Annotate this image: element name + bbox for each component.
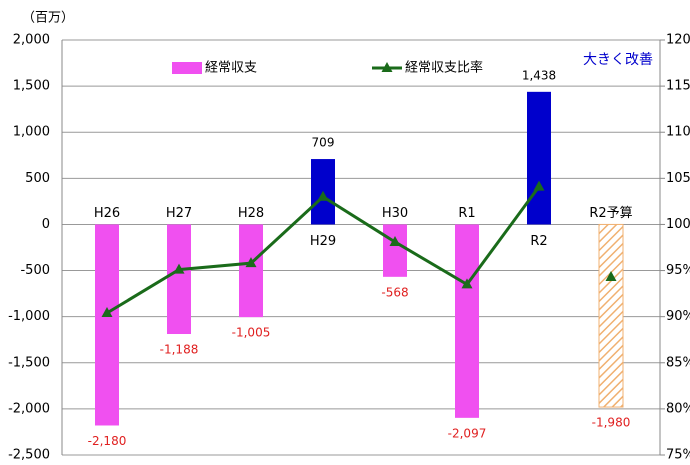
data-label: -2,180 <box>88 434 127 448</box>
y-tick-label: -1,500 <box>8 355 50 370</box>
legend-marker <box>381 62 393 72</box>
annotation: 大きく改善 <box>583 52 653 68</box>
data-label: -568 <box>381 285 408 299</box>
data-label: -1,980 <box>592 416 631 430</box>
marker <box>605 271 617 282</box>
y2-tick-label: 80% <box>666 401 690 416</box>
y-tick-label: 0 <box>42 217 50 232</box>
y-tick-label: 500 <box>25 171 50 186</box>
data-label: -1,005 <box>232 326 271 340</box>
bar <box>598 223 624 408</box>
marker <box>101 306 113 317</box>
x-tick-label: H29 <box>310 234 336 249</box>
marker <box>533 180 545 191</box>
x-tick-label: H27 <box>166 206 192 221</box>
y2-tick-label: 100% <box>666 217 690 232</box>
data-label: 709 <box>312 136 335 150</box>
y2-tick-label: 120% <box>666 33 690 48</box>
y2-tick-label: 105% <box>666 171 690 186</box>
bar <box>95 224 119 426</box>
x-tick-label: H28 <box>238 206 264 221</box>
x-tick-label: R2予算 <box>589 206 632 221</box>
legend-label: 経常収支 <box>205 61 257 76</box>
bar <box>527 91 551 225</box>
y-tick-label: -2,500 <box>8 448 50 463</box>
bar <box>239 224 263 318</box>
y-unit-label: （百万） <box>22 11 74 26</box>
x-tick-label: H26 <box>94 206 120 221</box>
marker <box>317 190 329 201</box>
legend-label: 経常収支比率 <box>405 60 483 76</box>
x-tick-label: H30 <box>382 206 408 221</box>
y2-tick-label: 115% <box>666 79 690 94</box>
bar <box>167 224 191 335</box>
data-label: -1,188 <box>160 343 199 357</box>
bar <box>455 224 479 418</box>
marker <box>245 257 257 268</box>
bar <box>383 224 407 277</box>
marker <box>389 235 401 246</box>
y2-tick-label: 95% <box>666 263 690 278</box>
marker <box>173 263 185 274</box>
x-tick-label: R1 <box>458 206 475 221</box>
data-label: -2,097 <box>448 426 487 440</box>
y-tick-label: 1,000 <box>13 125 50 140</box>
data-label: 1,438 <box>522 68 556 82</box>
y-tick-label: 2,000 <box>13 33 50 48</box>
y-tick-label: 1,500 <box>13 79 50 94</box>
y2-tick-label: 75% <box>666 448 690 463</box>
y2-tick-label: 90% <box>666 309 690 324</box>
x-tick-label: R2 <box>530 234 547 249</box>
y-tick-label: -500 <box>20 263 50 278</box>
y2-tick-label: 110% <box>666 125 690 140</box>
y2-tick-label: 85% <box>666 355 690 370</box>
y-tick-label: -1,000 <box>8 309 50 324</box>
y-tick-label: -2,000 <box>8 401 50 416</box>
marker <box>461 278 473 289</box>
legend-swatch <box>172 62 202 74</box>
